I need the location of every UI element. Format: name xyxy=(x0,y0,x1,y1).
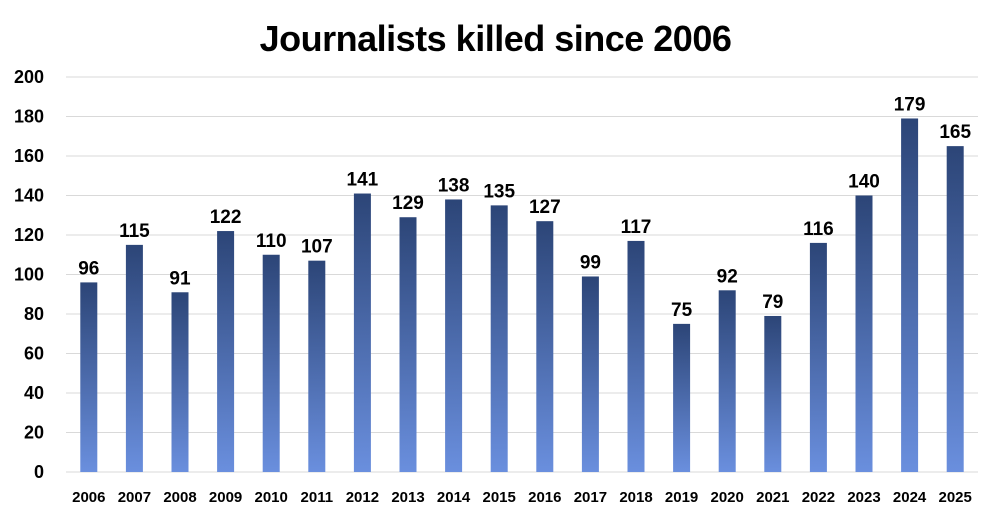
data-label-2024: 179 xyxy=(894,94,926,115)
data-label-2022: 116 xyxy=(803,219,834,240)
x-tick-label-2016: 2016 xyxy=(528,489,561,506)
y-tick-label: 0 xyxy=(34,462,44,482)
x-tick-label-2022: 2022 xyxy=(802,489,835,506)
x-tick-label-2010: 2010 xyxy=(255,489,288,506)
data-label-2019: 75 xyxy=(671,300,693,321)
data-label-2016: 127 xyxy=(529,197,561,218)
x-tick-label-2024: 2024 xyxy=(893,489,927,506)
x-tick-label-2009: 2009 xyxy=(209,489,242,506)
gridlines xyxy=(66,76,978,473)
bar-2012 xyxy=(353,193,371,472)
bar-2023 xyxy=(855,195,873,472)
y-tick-label: 100 xyxy=(14,265,44,285)
data-label-2010: 110 xyxy=(256,231,287,252)
x-tick-label-2014: 2014 xyxy=(437,489,471,506)
x-tick-label-2025: 2025 xyxy=(939,489,972,506)
bar-2013 xyxy=(399,217,417,472)
bar-2006 xyxy=(80,282,98,472)
data-label-2011: 107 xyxy=(301,237,333,258)
bar-2007 xyxy=(125,244,143,472)
x-tick-label-2019: 2019 xyxy=(665,489,698,506)
x-tick-label-2017: 2017 xyxy=(574,489,607,506)
bar-2014 xyxy=(445,199,463,472)
y-tick-label: 60 xyxy=(24,344,44,364)
x-tick-label-2020: 2020 xyxy=(711,489,744,506)
data-label-2006: 96 xyxy=(78,258,99,279)
x-tick-label-2008: 2008 xyxy=(163,489,196,506)
x-tick-label-2006: 2006 xyxy=(72,489,105,506)
bar-2010 xyxy=(262,254,280,472)
data-label-2009: 122 xyxy=(210,207,242,228)
y-tick-label: 140 xyxy=(14,186,44,206)
bar-2025 xyxy=(946,146,964,472)
data-label-2014: 138 xyxy=(438,175,470,196)
data-label-2021: 79 xyxy=(762,292,783,313)
y-axis: 0 20 40 60 80 100 120 140 160 180 200 xyxy=(14,67,44,482)
bar-2008 xyxy=(171,292,189,472)
y-tick-label: 160 xyxy=(14,146,44,166)
bar-2011 xyxy=(308,260,326,472)
bars xyxy=(80,118,964,472)
bar-2017 xyxy=(581,276,599,472)
bar-2018 xyxy=(627,240,645,472)
y-tick-label: 200 xyxy=(14,67,44,87)
bar-2015 xyxy=(490,205,508,472)
y-tick-label: 40 xyxy=(24,383,44,403)
bar-2022 xyxy=(809,242,827,472)
bar-2024 xyxy=(901,118,919,472)
chart-title: Journalists killed since 2006 xyxy=(259,18,732,59)
x-axis: 2006 2007 2008 2009 2010 2011 2012 2013 2014 2015… xyxy=(72,489,972,506)
data-label-2020: 92 xyxy=(717,266,738,287)
data-label-2017: 99 xyxy=(580,252,601,273)
data-label-2023: 140 xyxy=(848,172,880,193)
x-tick-label-2013: 2013 xyxy=(391,489,424,506)
x-tick-label-2012: 2012 xyxy=(346,489,379,506)
bar-2020 xyxy=(718,290,736,472)
data-label-2012: 141 xyxy=(347,170,379,191)
data-label-2007: 115 xyxy=(119,221,150,242)
y-tick-label: 180 xyxy=(14,107,44,127)
x-tick-label-2021: 2021 xyxy=(756,489,789,506)
x-tick-label-2023: 2023 xyxy=(847,489,880,506)
data-label-2013: 129 xyxy=(392,193,424,214)
data-label-2008: 91 xyxy=(169,268,191,289)
bar-2019 xyxy=(673,323,691,472)
data-label-2015: 135 xyxy=(483,181,515,202)
y-tick-label: 80 xyxy=(24,304,44,324)
x-tick-label-2015: 2015 xyxy=(483,489,516,506)
data-label-2025: 165 xyxy=(939,122,971,143)
x-tick-label-2007: 2007 xyxy=(118,489,151,506)
data-label-2018: 117 xyxy=(621,217,652,238)
bar-2009 xyxy=(217,231,235,472)
data-labels: 96 115 91 122 110 107 141 129 138 135 127 99 117 75 92… xyxy=(78,94,971,320)
y-tick-label: 20 xyxy=(24,423,44,443)
bar-2021 xyxy=(764,315,782,472)
bar-2016 xyxy=(536,221,554,472)
y-tick-label: 120 xyxy=(14,225,44,245)
x-tick-label-2018: 2018 xyxy=(619,489,652,506)
x-tick-label-2011: 2011 xyxy=(301,489,334,506)
